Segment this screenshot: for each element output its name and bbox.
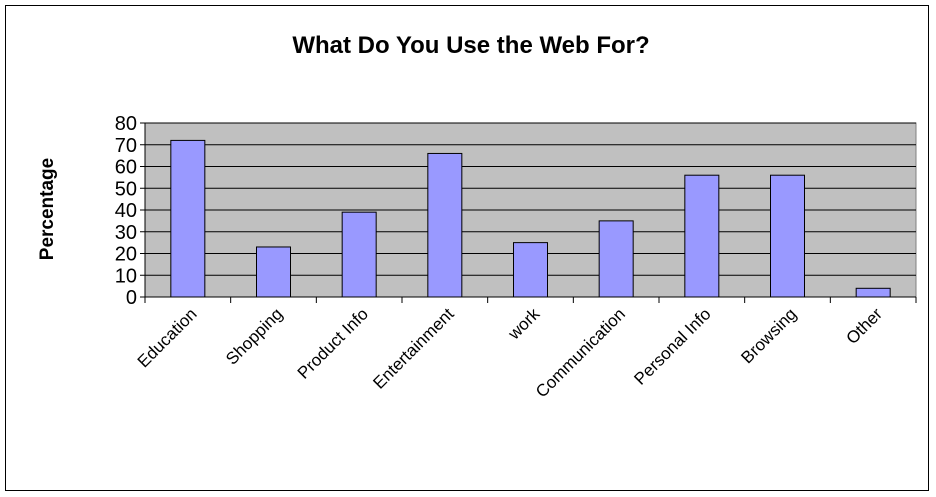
y-tick-label: 20	[115, 244, 137, 266]
y-tick-label: 0	[126, 287, 137, 309]
bar-work	[513, 242, 548, 298]
bar-education	[170, 139, 206, 298]
bar-personal-info	[684, 174, 720, 298]
x-tick-label: Shopping	[222, 304, 286, 368]
y-tick-label: 60	[115, 157, 137, 179]
bar-other	[855, 287, 891, 298]
bar-shopping	[256, 246, 291, 298]
chart-title: What Do You Use the Web For?	[292, 32, 649, 59]
y-tick-label: 10	[115, 265, 137, 287]
bar-communication	[598, 220, 634, 298]
x-tick-labels: Education Shopping Product InfoEntertainme…	[134, 304, 886, 401]
x-tick-label: Product Info	[294, 304, 372, 382]
y-tick-label: 70	[115, 135, 137, 157]
bar-product-info	[341, 211, 377, 298]
bar-browsing	[770, 174, 805, 298]
y-tick-label: 40	[115, 200, 137, 222]
y-tick-label: 50	[115, 178, 137, 200]
bar-entertainment	[427, 152, 463, 298]
bars	[170, 139, 891, 298]
y-tick-label: 30	[115, 222, 137, 244]
x-tick-label: Education	[134, 304, 201, 371]
x-tick-label: Other	[842, 304, 886, 348]
y-tick-label: 80	[115, 113, 137, 135]
axes	[140, 122, 917, 303]
y-axis-label: Percentage	[37, 158, 58, 260]
x-tick-label: Communication	[532, 304, 629, 401]
x-tick-label: Browsing	[737, 304, 800, 367]
x-tick-label: Entertainment	[369, 304, 457, 392]
x-tick-label: Personal Info	[630, 304, 714, 388]
x-tick-label: work	[504, 304, 544, 344]
